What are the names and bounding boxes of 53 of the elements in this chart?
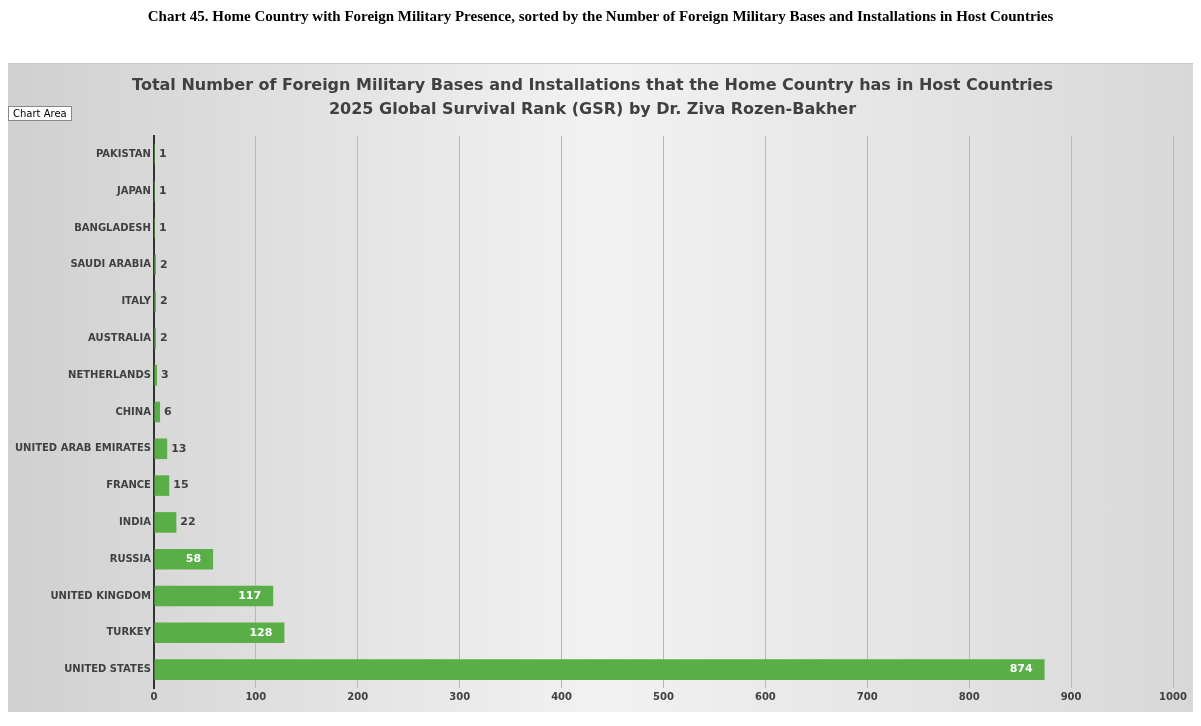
x-tick-label: 800 — [958, 690, 980, 702]
chart-title: Chart 45. Home Country with Foreign Military Presence, sorted by the Number of Foreign Military Bases and Installations in Host Countries — [146, 8, 1055, 26]
bar — [154, 512, 177, 533]
y-tick-label: ITALY — [121, 295, 152, 307]
y-tick-label: UNITED KINGDOM — [50, 589, 151, 601]
data-label: 874 — [1009, 662, 1033, 676]
y-tick-label: RUSSIA — [109, 552, 152, 564]
data-label: 22 — [180, 515, 196, 529]
data-label: 117 — [238, 588, 262, 602]
bar — [154, 585, 274, 607]
data-label: 1 — [158, 184, 167, 198]
y-tick-label: UNITED ARAB EMIRATES — [14, 442, 151, 454]
chart-subtitle: Total Number of Foreign Military Bases and Installations that the Home Country has in Host Countries 2025 Global Survival Rank (GSR) by Dr. Ziva Rozen-Bakher — [132, 75, 1053, 119]
y-tick-label: AUSTRALIA — [88, 331, 152, 343]
x-tick-label: 900 — [1060, 690, 1082, 702]
y-tick-label: UNITED STATES — [64, 663, 151, 675]
x-tick-label: 0 — [150, 690, 158, 702]
y-tick-label: TURKEY — [106, 626, 152, 638]
bar — [154, 475, 170, 496]
data-label: 2 — [159, 257, 168, 271]
data-label: 2 — [159, 331, 168, 345]
y-tick-label: FRANCE — [106, 479, 152, 491]
x-tick-label: 400 — [551, 690, 573, 702]
data-label: 1 — [158, 147, 167, 161]
x-tick-label: 200 — [347, 690, 369, 702]
x-tick-label: 600 — [754, 690, 776, 702]
data-label: 15 — [173, 478, 189, 492]
text: Chart Area — [8, 106, 72, 121]
data-label: 1 — [158, 220, 167, 234]
y-tick-label: PAKISTAN — [95, 147, 151, 159]
y-tick-label: CHINA — [115, 405, 152, 417]
x-tick-label: 300 — [449, 690, 471, 702]
data-label: 6 — [164, 404, 173, 418]
data-label: 13 — [171, 441, 187, 455]
y-tick-label: INDIA — [119, 515, 152, 527]
bar — [154, 364, 157, 386]
x-tick-label: 500 — [653, 690, 674, 702]
y-tick-label: NETHERLANDS — [68, 368, 151, 380]
data-label: 3 — [161, 368, 169, 382]
x-tick-label: 700 — [856, 690, 878, 702]
bar — [154, 548, 214, 570]
data-label: 58 — [185, 552, 202, 566]
data-label: 128 — [249, 625, 273, 639]
bar — [154, 438, 168, 460]
data-label: 2 — [159, 294, 168, 308]
y-tick-label: JAPAN — [115, 184, 151, 196]
x-tick-label: 100 — [245, 690, 267, 702]
y-tick-label: BANGLADESH — [74, 221, 151, 233]
bar — [154, 659, 1045, 680]
x-tick-label: 1000 — [1159, 690, 1187, 702]
bar — [154, 622, 285, 644]
bar — [154, 401, 161, 423]
y-tick-label: SAUDI ARABIA — [70, 258, 152, 270]
